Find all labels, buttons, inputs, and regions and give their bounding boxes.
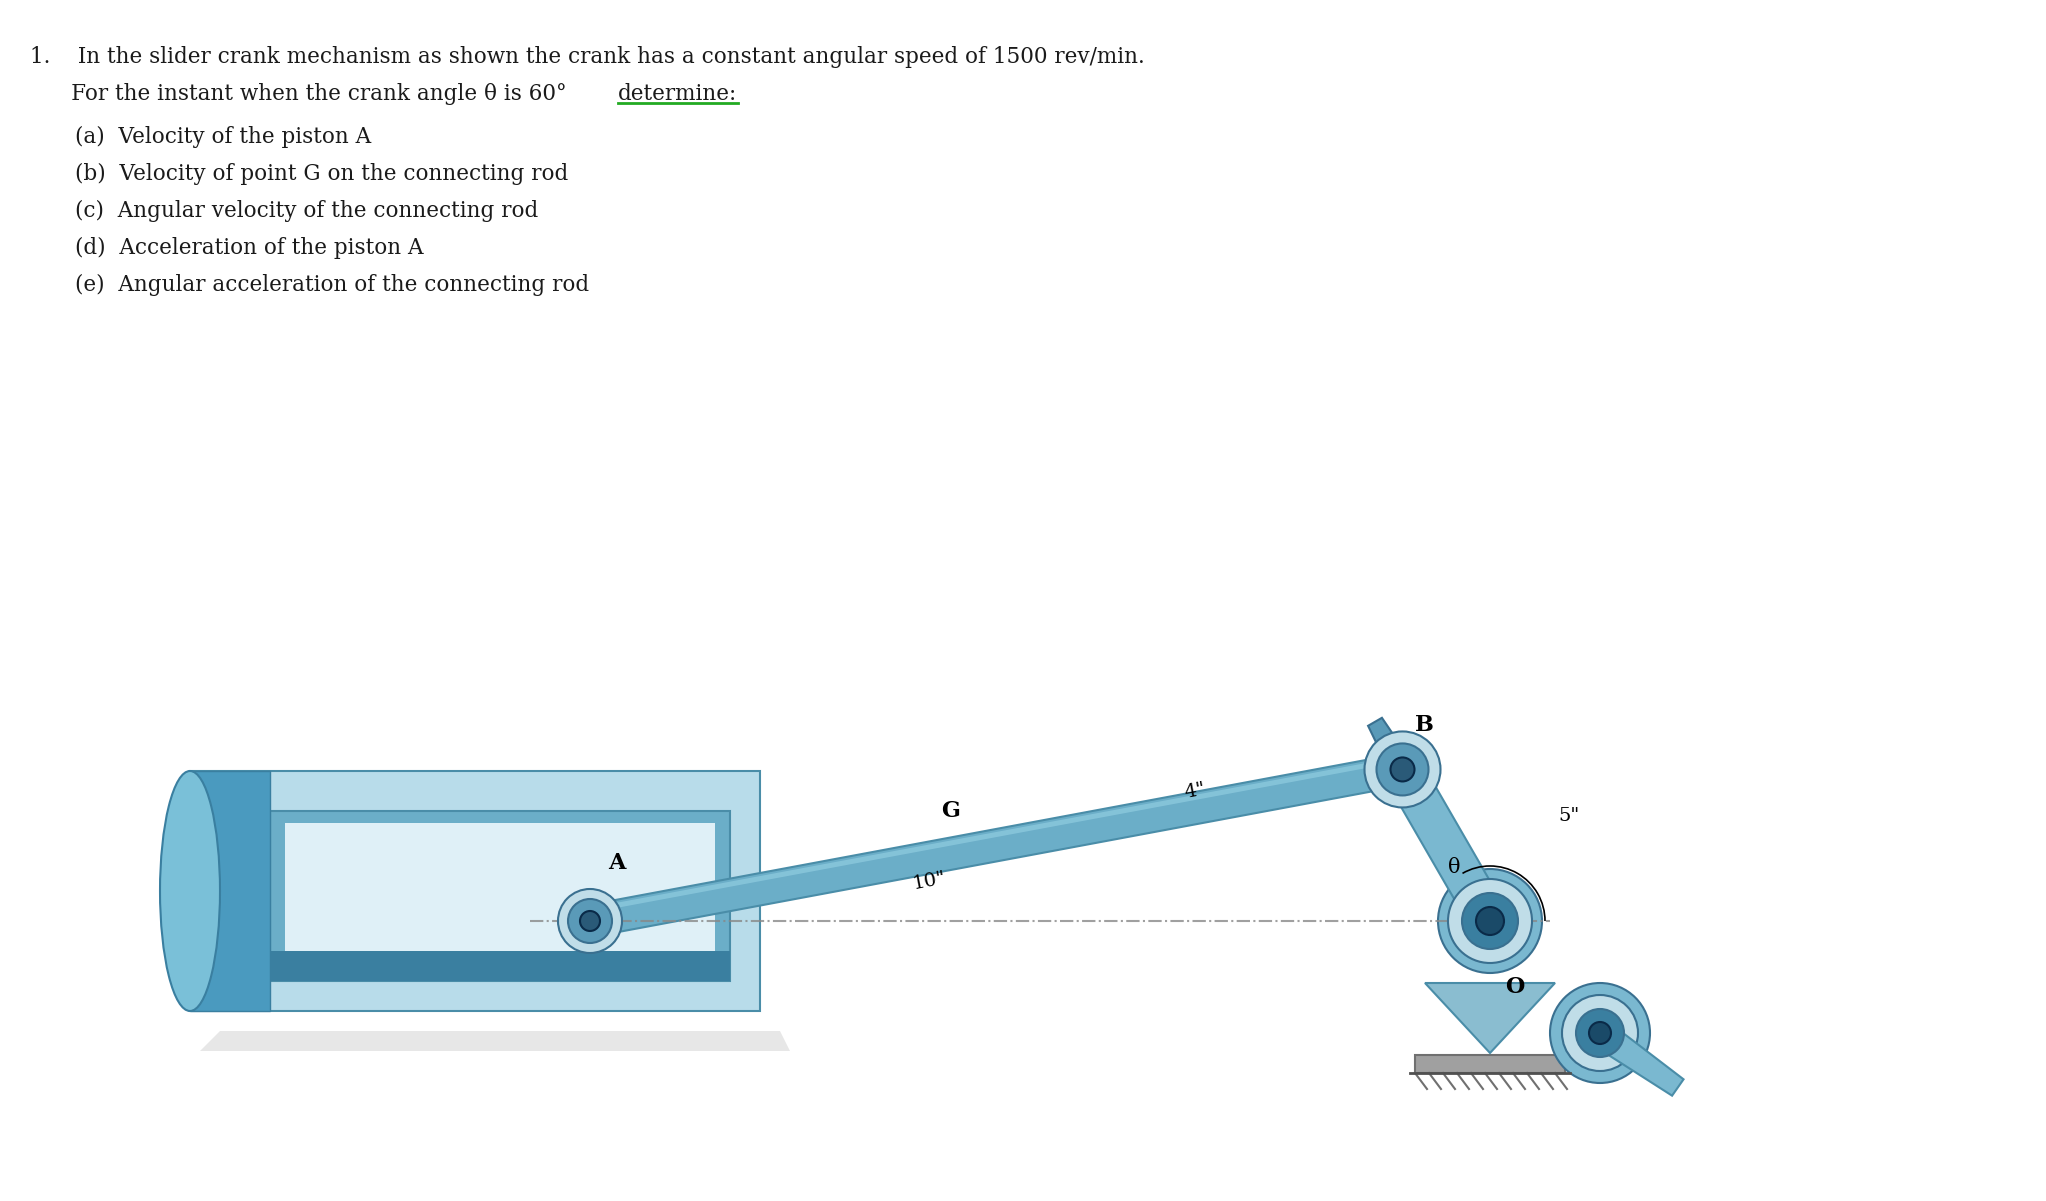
Text: 10": 10" — [910, 870, 947, 894]
Text: (a)  Velocity of the piston A: (a) Velocity of the piston A — [76, 126, 370, 148]
Polygon shape — [1385, 759, 1508, 931]
Polygon shape — [1369, 718, 1414, 776]
Circle shape — [1377, 743, 1428, 795]
Polygon shape — [201, 1030, 790, 1051]
Circle shape — [1575, 1009, 1625, 1057]
Circle shape — [1475, 907, 1504, 936]
Text: (c)  Angular velocity of the connecting rod: (c) Angular velocity of the connecting r… — [76, 201, 538, 222]
Text: θ: θ — [1449, 858, 1461, 877]
Circle shape — [1391, 758, 1414, 782]
Circle shape — [1561, 994, 1639, 1071]
Text: (e)  Angular acceleration of the connecting rod: (e) Angular acceleration of the connecti… — [76, 274, 589, 297]
Circle shape — [1463, 894, 1518, 949]
Text: (b)  Velocity of point G on the connecting rod: (b) Velocity of point G on the connectin… — [76, 163, 569, 185]
Text: 1.    In the slider crank mechanism as shown the crank has a constant angular sp: 1. In the slider crank mechanism as show… — [31, 46, 1146, 68]
Circle shape — [579, 912, 599, 931]
Circle shape — [569, 900, 612, 943]
Polygon shape — [284, 823, 714, 969]
Polygon shape — [1424, 982, 1555, 1053]
Text: (d)  Acceleration of the piston A: (d) Acceleration of the piston A — [76, 237, 424, 259]
Text: determine:: determine: — [618, 83, 737, 104]
Text: 4": 4" — [1183, 781, 1207, 802]
Text: B: B — [1414, 715, 1434, 736]
Polygon shape — [270, 951, 730, 981]
Circle shape — [1551, 982, 1649, 1083]
Circle shape — [1449, 879, 1532, 963]
Text: A: A — [608, 852, 626, 874]
Circle shape — [1590, 1022, 1610, 1044]
Polygon shape — [270, 811, 730, 981]
Polygon shape — [190, 771, 759, 1011]
Polygon shape — [190, 771, 270, 1011]
Circle shape — [1365, 731, 1440, 807]
Text: G: G — [941, 800, 960, 823]
Circle shape — [1438, 870, 1543, 973]
Circle shape — [559, 889, 622, 954]
Polygon shape — [618, 760, 1381, 908]
Polygon shape — [587, 754, 1406, 937]
Text: 5": 5" — [1557, 807, 1580, 825]
Polygon shape — [1592, 1022, 1684, 1095]
Polygon shape — [1416, 1054, 1565, 1072]
Ellipse shape — [160, 771, 221, 1011]
Text: O: O — [1506, 976, 1524, 998]
Text: For the instant when the crank angle θ is 60°: For the instant when the crank angle θ i… — [31, 83, 581, 104]
